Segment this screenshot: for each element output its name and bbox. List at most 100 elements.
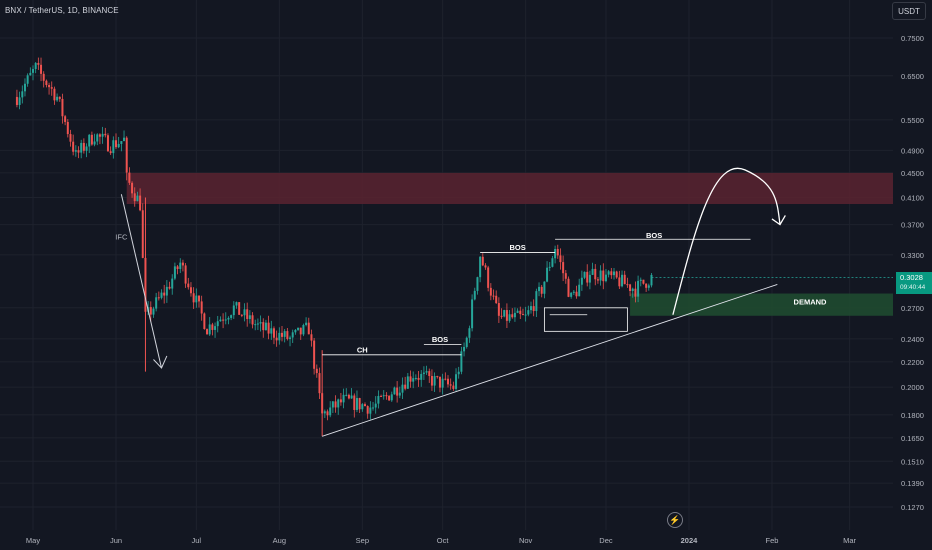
x-tick-label: May bbox=[26, 536, 40, 545]
candle-body bbox=[647, 285, 650, 288]
ifc-label: IFC bbox=[115, 232, 128, 241]
candle-body bbox=[457, 371, 460, 375]
candle-body bbox=[642, 279, 645, 284]
candle-body bbox=[634, 288, 637, 297]
candle-body bbox=[337, 399, 340, 408]
candle-body bbox=[604, 274, 607, 282]
candle-body bbox=[61, 98, 64, 117]
candle-body bbox=[160, 292, 163, 298]
candle-body bbox=[452, 385, 455, 389]
candle-body bbox=[339, 399, 342, 403]
candle-body bbox=[74, 150, 77, 152]
candle-body bbox=[26, 75, 29, 84]
candle-body bbox=[275, 337, 278, 341]
candle-body bbox=[623, 274, 626, 285]
candles bbox=[15, 57, 653, 437]
candle-body bbox=[580, 277, 583, 285]
candle-body bbox=[96, 134, 99, 142]
candle-body bbox=[532, 306, 535, 312]
candle-body bbox=[23, 83, 26, 92]
candle-body bbox=[297, 327, 300, 330]
candle-body bbox=[618, 277, 621, 287]
candle-body bbox=[428, 371, 431, 376]
candle-body bbox=[401, 384, 404, 393]
candle-body bbox=[358, 398, 361, 410]
lightning-icon[interactable]: ⚡ bbox=[667, 512, 683, 528]
candle-body bbox=[575, 291, 578, 297]
candle-body bbox=[551, 258, 554, 267]
candle-body bbox=[613, 271, 615, 276]
candle-body bbox=[556, 249, 559, 256]
y-tick-label: 0.1650 bbox=[901, 434, 924, 443]
bar-countdown: 09:40:44 bbox=[900, 284, 926, 291]
candle-body bbox=[90, 134, 93, 145]
y-tick-label: 0.2200 bbox=[901, 358, 924, 367]
candle-body bbox=[572, 291, 575, 293]
x-tick-label: Aug bbox=[273, 536, 286, 545]
candle-body bbox=[548, 266, 551, 268]
ch-label: CH bbox=[357, 345, 368, 354]
candle-body bbox=[267, 322, 270, 334]
candle-body bbox=[278, 332, 281, 341]
candle-body bbox=[420, 373, 423, 380]
candle-body bbox=[377, 395, 380, 404]
candle-body bbox=[18, 97, 21, 105]
candle-body bbox=[599, 270, 602, 281]
y-tick-label: 0.4900 bbox=[901, 146, 924, 155]
candle-body bbox=[521, 314, 524, 316]
ifc-arrow bbox=[120, 194, 163, 369]
candle-body bbox=[206, 329, 209, 335]
candle-body bbox=[219, 319, 222, 322]
candle-body bbox=[626, 284, 629, 286]
candle-body bbox=[527, 310, 530, 315]
currency-button[interactable]: USDT bbox=[892, 2, 926, 20]
candle-body bbox=[181, 262, 184, 266]
candle-body bbox=[104, 133, 107, 136]
candle-body bbox=[283, 331, 286, 337]
candle-body bbox=[82, 142, 85, 151]
candle-body bbox=[347, 394, 350, 399]
candle-body bbox=[251, 315, 254, 325]
candle-body bbox=[88, 134, 91, 147]
candle-body bbox=[412, 378, 415, 382]
x-tick-label: Dec bbox=[599, 536, 613, 545]
candle-body bbox=[331, 401, 334, 408]
candle-body bbox=[610, 271, 613, 276]
candle-body bbox=[40, 64, 43, 74]
candle-body bbox=[211, 324, 214, 330]
candle-body bbox=[149, 307, 152, 315]
candle-body bbox=[361, 404, 364, 410]
candle-body bbox=[272, 328, 275, 338]
candle-body bbox=[433, 376, 436, 386]
candle-body bbox=[318, 373, 321, 394]
candle-body bbox=[404, 384, 407, 389]
last-price: 0.3028 bbox=[900, 273, 923, 282]
candle-body bbox=[513, 312, 516, 318]
candle-body bbox=[554, 249, 557, 259]
candle-body bbox=[192, 293, 195, 303]
candle-body bbox=[152, 308, 155, 315]
x-tick-label: Sep bbox=[356, 536, 369, 545]
candle-body bbox=[425, 371, 428, 373]
y-tick-label: 0.5500 bbox=[901, 116, 924, 125]
y-tick-label: 0.2000 bbox=[901, 383, 924, 392]
candle-body bbox=[254, 324, 257, 326]
candle-body bbox=[629, 284, 632, 291]
candle-body bbox=[406, 376, 409, 389]
candle-body bbox=[176, 266, 179, 269]
candle-body bbox=[505, 310, 508, 321]
last-price-tag: 0.3028 09:40:44 bbox=[896, 272, 932, 294]
candle-body bbox=[500, 315, 503, 317]
time-axis: May Jun Jul Aug Sep Oct Nov Dec 2024 Feb Mar bbox=[26, 536, 857, 545]
candle-body bbox=[385, 395, 388, 397]
candle-body bbox=[436, 376, 439, 378]
candle-body bbox=[264, 322, 267, 331]
candle-body bbox=[535, 291, 538, 312]
candle-body bbox=[171, 278, 174, 289]
candle-body bbox=[179, 262, 182, 269]
projection-arrow bbox=[672, 167, 781, 315]
candle-body bbox=[390, 394, 393, 401]
annotations: IFC CH BOS BOS BOS DEMAND bbox=[115, 167, 893, 437]
candle-body bbox=[476, 277, 479, 291]
